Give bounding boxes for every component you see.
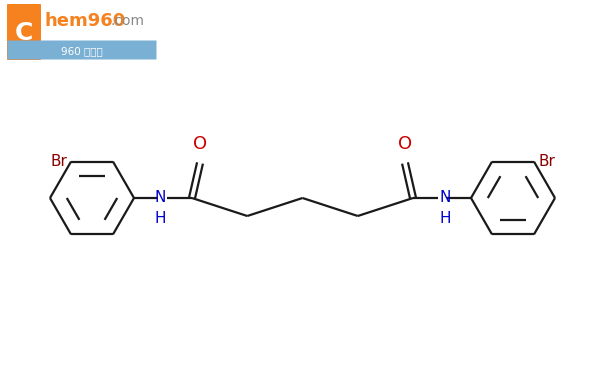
- Text: O: O: [398, 135, 412, 153]
- Text: O: O: [193, 135, 207, 153]
- Text: H: H: [439, 211, 451, 226]
- Text: N: N: [439, 190, 451, 206]
- Text: C: C: [15, 21, 33, 45]
- Text: 960 化工网: 960 化工网: [61, 46, 103, 56]
- Text: Br: Br: [50, 154, 67, 169]
- Text: N: N: [154, 190, 166, 206]
- FancyBboxPatch shape: [7, 4, 41, 60]
- FancyBboxPatch shape: [7, 40, 157, 60]
- Text: Br: Br: [538, 154, 555, 169]
- Text: H: H: [154, 211, 166, 226]
- Text: hem960: hem960: [44, 12, 125, 30]
- Text: .com: .com: [111, 14, 145, 28]
